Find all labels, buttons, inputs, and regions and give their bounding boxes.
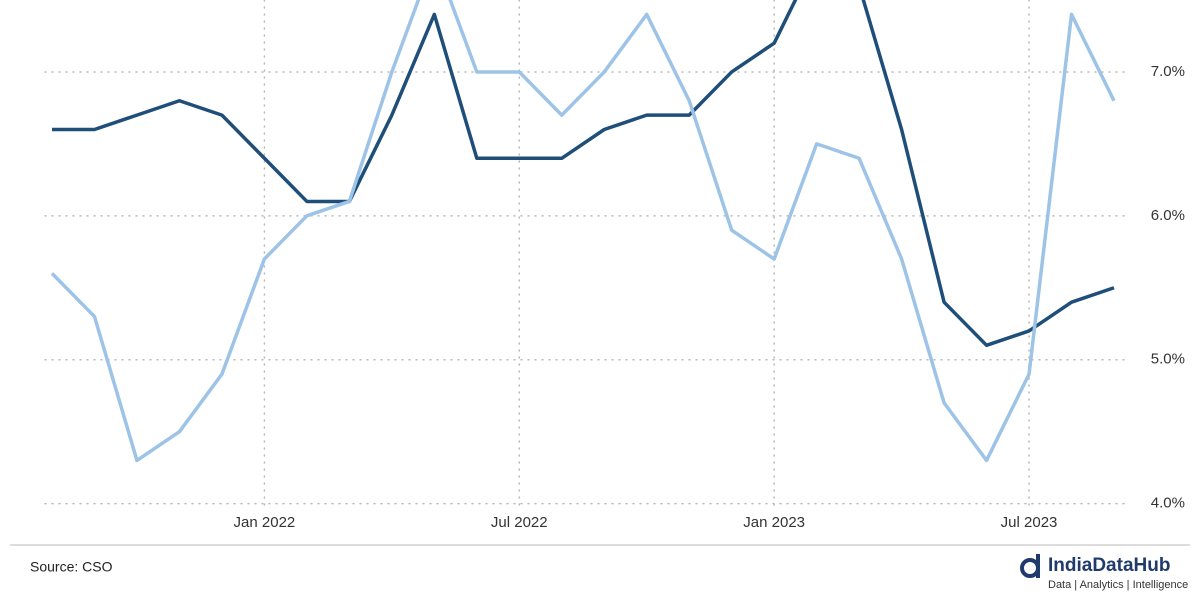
x-tick-label: Jan 2023: [743, 514, 805, 531]
lines: [50, 0, 1116, 463]
logo-icon: [1036, 554, 1040, 578]
x-tick-label: Jul 2022: [491, 514, 548, 531]
y-tick-label: 4.0%: [1151, 495, 1185, 512]
x-tick-label: Jul 2023: [1001, 514, 1058, 531]
logo: IndiaDataHub Data | Analytics | Intellig…: [1020, 554, 1188, 591]
brand: IndiaDataHub: [1048, 555, 1170, 576]
tagline: Data | Analytics | Intelligence: [1048, 579, 1188, 591]
y-tick-label: 6.0%: [1151, 207, 1185, 224]
logo-icon: [1020, 558, 1040, 578]
series-line: [50, 0, 1116, 463]
source: Source: CSO: [30, 559, 113, 575]
grid: [44, 0, 1126, 506]
y-tick-label: 7.0%: [1151, 63, 1185, 80]
x-tick-label: Jan 2022: [234, 514, 296, 531]
series-line: [52, 0, 1115, 348]
y-tick-label: 5.0%: [1151, 351, 1185, 368]
